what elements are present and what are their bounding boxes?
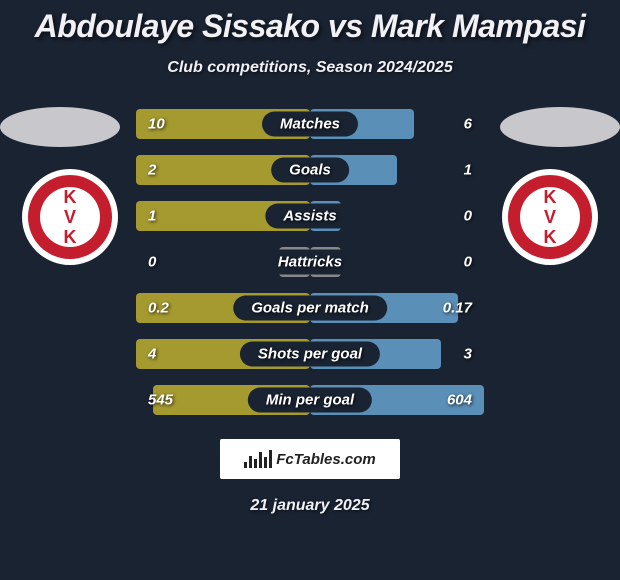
stat-value-right: 1 [464, 162, 472, 179]
brand-text: FcTables.com [276, 451, 375, 468]
stat-value-right: 0.17 [443, 300, 472, 317]
svg-text:K: K [64, 187, 77, 207]
svg-text:V: V [64, 207, 76, 227]
stat-value-left: 0 [148, 254, 156, 271]
svg-text:V: V [544, 207, 556, 227]
stat-value-right: 0 [464, 254, 472, 271]
chart-icon [244, 450, 272, 468]
stat-row: 545 604 Min per goal [136, 385, 484, 415]
stat-row: 4 3 Shots per goal [136, 339, 484, 369]
stats-area: K V K K V K 106Matches21Goals10Assists00… [0, 109, 620, 415]
stat-label: Goals [271, 158, 349, 183]
stat-label: Min per goal [248, 388, 372, 413]
stat-label: Assists [265, 204, 354, 229]
comparison-infographic: Abdoulaye Sissako vs Mark Mampasi Club c… [0, 0, 620, 580]
stat-row: 2 1 Goals [136, 155, 484, 185]
stat-value-left: 545 [148, 392, 173, 409]
stat-value-left: 4 [148, 346, 156, 363]
stat-label: Goals per match [233, 296, 387, 321]
page-title: Abdoulaye Sissako vs Mark Mampasi [0, 8, 620, 45]
brand-logo: FcTables.com [220, 439, 400, 479]
club-crest-left: K V K [20, 167, 120, 267]
stat-value-right: 3 [464, 346, 472, 363]
club-crest-right: K V K [500, 167, 600, 267]
stat-value-left: 2 [148, 162, 156, 179]
stat-row: 10 6 Matches [136, 109, 484, 139]
stat-value-left: 0.2 [148, 300, 169, 317]
stat-label: Hattricks [260, 250, 360, 275]
svg-text:K: K [544, 227, 557, 247]
stat-label: Matches [262, 112, 358, 137]
stat-value-right: 6 [464, 116, 472, 133]
footer-date: 21 january 2025 [0, 497, 620, 515]
stat-value-right: 0 [464, 208, 472, 225]
stat-row: 0 0 Hattricks [136, 247, 484, 277]
player-shape-left [0, 107, 120, 147]
stat-value-left: 10 [148, 116, 165, 133]
stat-label: Shots per goal [240, 342, 380, 367]
stat-row: 1 0 Assists [136, 201, 484, 231]
stat-row: 0.2 0.17 Goals per match [136, 293, 484, 323]
player-shape-right [500, 107, 620, 147]
subtitle: Club competitions, Season 2024/2025 [0, 59, 620, 77]
stat-value-left: 1 [148, 208, 156, 225]
svg-text:K: K [64, 227, 77, 247]
stat-value-right: 604 [447, 392, 472, 409]
stat-rows: 106Matches21Goals10Assists00Hattricks0.2… [136, 109, 484, 415]
svg-text:K: K [544, 187, 557, 207]
